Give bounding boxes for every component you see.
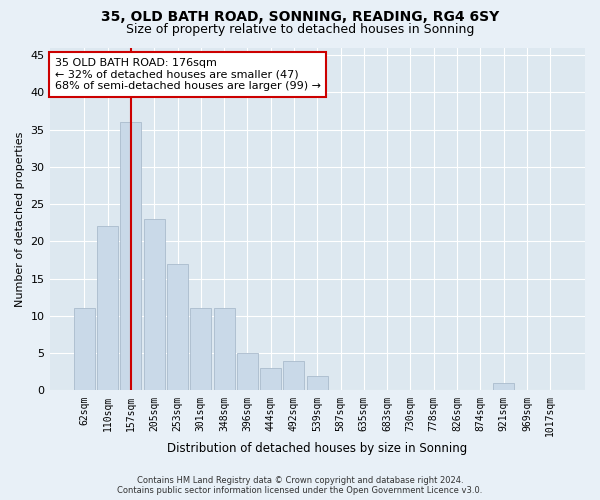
Bar <box>260 368 281 390</box>
Y-axis label: Number of detached properties: Number of detached properties <box>15 132 25 306</box>
Bar <box>121 122 142 390</box>
Text: 35, OLD BATH ROAD, SONNING, READING, RG4 6SY: 35, OLD BATH ROAD, SONNING, READING, RG4… <box>101 10 499 24</box>
Bar <box>190 308 211 390</box>
Text: Contains HM Land Registry data © Crown copyright and database right 2024.
Contai: Contains HM Land Registry data © Crown c… <box>118 476 482 495</box>
Bar <box>283 360 304 390</box>
Bar <box>167 264 188 390</box>
Bar <box>144 219 165 390</box>
X-axis label: Distribution of detached houses by size in Sonning: Distribution of detached houses by size … <box>167 442 467 455</box>
Bar <box>74 308 95 390</box>
Text: Size of property relative to detached houses in Sonning: Size of property relative to detached ho… <box>126 22 474 36</box>
Bar <box>237 353 258 391</box>
Bar <box>97 226 118 390</box>
Bar <box>214 308 235 390</box>
Text: 35 OLD BATH ROAD: 176sqm
← 32% of detached houses are smaller (47)
68% of semi-d: 35 OLD BATH ROAD: 176sqm ← 32% of detach… <box>55 58 321 91</box>
Bar <box>307 376 328 390</box>
Bar <box>493 383 514 390</box>
